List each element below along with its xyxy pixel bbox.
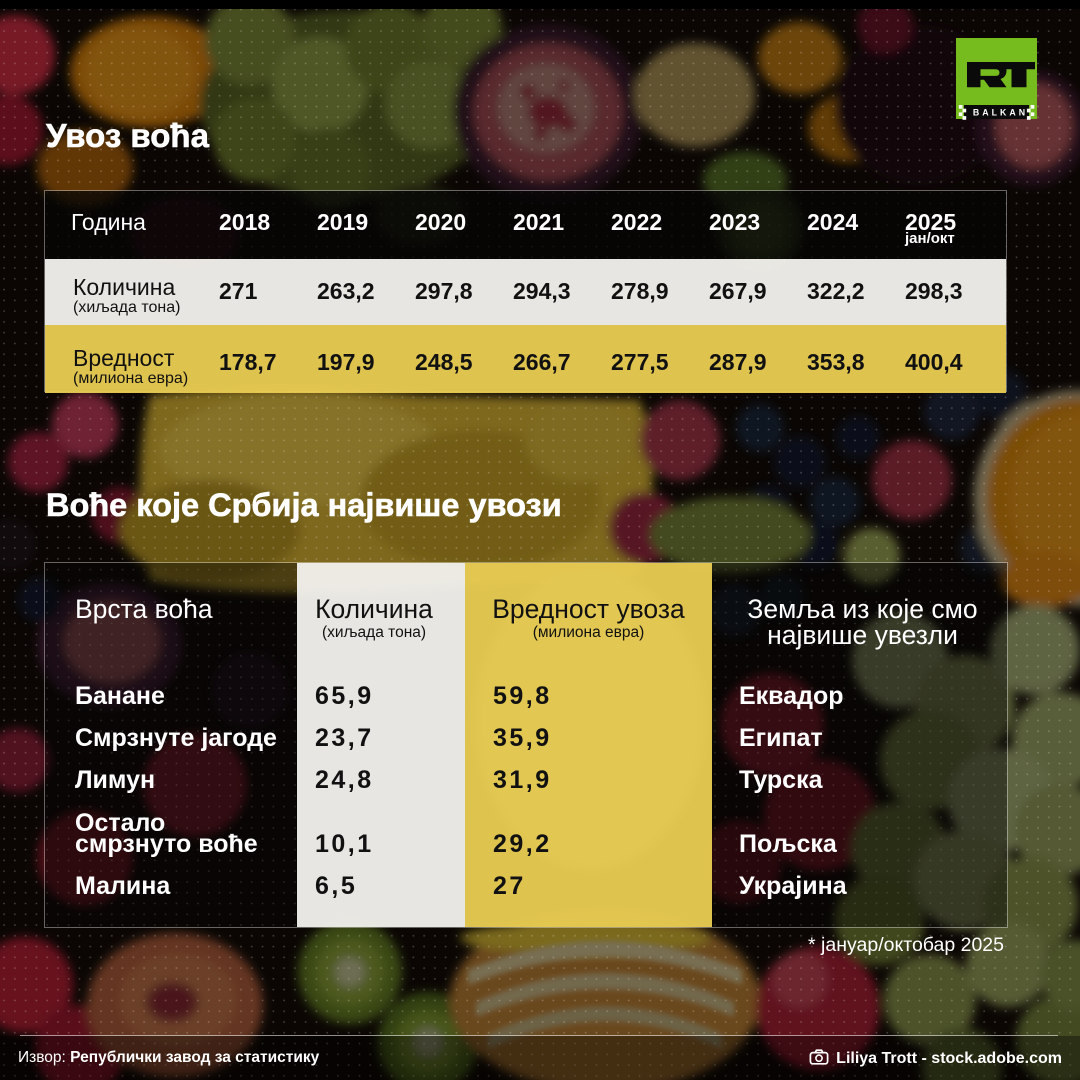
svg-text:BALKAN: BALKAN — [973, 107, 1028, 117]
